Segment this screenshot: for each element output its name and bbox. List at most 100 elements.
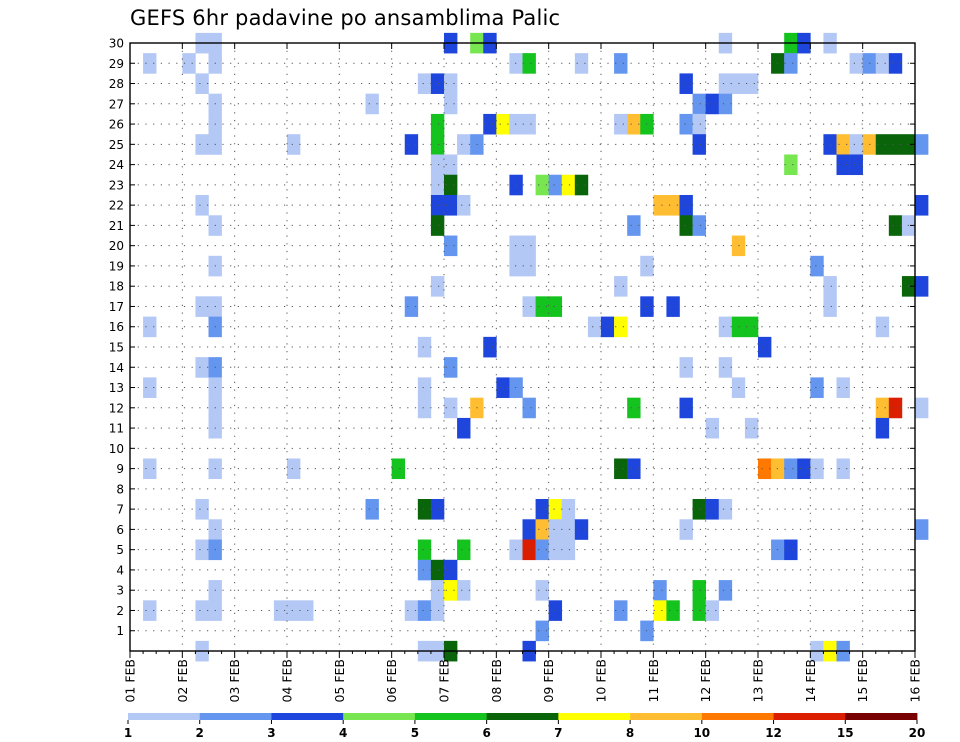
heatmap-cell: [666, 195, 680, 216]
heatmap-cell: [744, 73, 759, 94]
heatmap-cell: [875, 53, 890, 74]
heatmap-cell: [744, 316, 759, 338]
heatmap-cell: [417, 73, 432, 94]
heatmap-cell: [417, 499, 432, 520]
legend-label: 4: [339, 726, 347, 740]
y-tick-label: 12: [109, 401, 124, 415]
heatmap-cell: [143, 316, 157, 338]
heatmap-cell: [797, 458, 811, 480]
legend-label: 7: [554, 726, 562, 740]
heatmap-cell: [574, 174, 589, 196]
heatmap-cell: [679, 357, 693, 378]
heatmap-cell: [679, 397, 693, 419]
heatmap-cell: [430, 499, 445, 520]
heatmap-cell: [823, 134, 837, 155]
heatmap-cell: [143, 458, 157, 480]
y-tick-label: 15: [109, 341, 124, 355]
x-axis: 01 FEB 02 FEB 03 FEB 04 FEB 05 FEB 06 FEB 07 F…: [123, 43, 923, 703]
legend-swatch: [630, 713, 703, 720]
heatmap-cell: [627, 397, 641, 419]
heatmap-cell: [522, 235, 536, 257]
y-tick-label: 24: [109, 158, 124, 172]
x-tick-label: 10 FEB: [594, 659, 609, 703]
heatmap-cell: [614, 600, 628, 621]
legend-swatch: [343, 713, 416, 720]
x-tick-label: 05 FEB: [332, 659, 347, 703]
heatmap-cell: [561, 499, 576, 520]
x-tick-label: 08 FEB: [489, 659, 504, 703]
heatmap-cell: [417, 559, 432, 581]
legend-swatch: [128, 713, 201, 720]
heatmap-cell: [496, 113, 510, 135]
heatmap-cell: [705, 499, 720, 520]
legend-label: 8: [626, 726, 634, 740]
heatmap-cell: [300, 600, 314, 621]
heatmap-cell: [457, 539, 471, 561]
heatmap-cell: [614, 53, 628, 74]
heatmap-cell: [496, 377, 510, 398]
x-tick-label: 06 FEB: [384, 659, 399, 703]
heatmap-cell: [888, 397, 903, 419]
legend-label: 1: [124, 726, 132, 740]
heatmap-cell: [404, 134, 419, 155]
heatmap-cell: [391, 458, 406, 480]
heatmap-cell: [417, 336, 432, 358]
y-tick-label: 19: [109, 259, 124, 273]
heatmap-cell: [614, 316, 628, 338]
heatmap-cell: [535, 539, 549, 561]
heatmap-cell: [483, 336, 497, 358]
heatmap-cell: [483, 113, 497, 135]
heatmap-cell: [522, 519, 536, 540]
heatmap-cell: [627, 215, 641, 236]
y-tick-label: 16: [109, 320, 124, 334]
heatmap-cell: [430, 134, 445, 155]
heatmap-cell: [195, 600, 209, 621]
heatmap-cell: [784, 154, 798, 176]
heatmap-cell: [195, 499, 209, 520]
heatmap-cell: [417, 600, 432, 621]
legend-swatch: [271, 713, 344, 720]
heatmap-cell: [444, 580, 458, 601]
heatmap-cell: [574, 519, 589, 540]
heatmap-cell: [548, 174, 563, 196]
y-tick-label: 17: [109, 300, 124, 314]
y-tick-label: 27: [109, 97, 124, 111]
heatmap-cell: [273, 600, 288, 621]
heatmap-cells: [143, 32, 929, 662]
x-tick-label: 12 FEB: [698, 659, 713, 703]
heatmap-cell: [679, 113, 693, 135]
x-tick-label: 13 FEB: [751, 659, 766, 703]
color-legend: 1 2 3 4 5 6 7 8 10 12 15 20: [124, 713, 925, 740]
heatmap-cell: [522, 296, 536, 317]
heatmap-cell: [758, 458, 772, 480]
y-tick-label: 23: [109, 178, 124, 192]
heatmap-cell: [692, 580, 706, 601]
heatmap-cell: [522, 397, 536, 419]
y-tick-label: 2: [116, 604, 124, 618]
y-tick-label: 10: [109, 442, 124, 456]
heatmap-cell: [587, 316, 602, 338]
y-tick-label: 13: [109, 381, 124, 395]
heatmap-cell: [535, 580, 549, 601]
heatmap-cell: [758, 336, 772, 358]
heatmap-cell: [653, 580, 667, 601]
heatmap-cell: [535, 620, 549, 642]
heatmap-cell: [784, 539, 798, 561]
heatmap-cell: [614, 276, 628, 297]
heatmap-cell: [548, 600, 563, 621]
heatmap-cell: [836, 458, 850, 480]
y-tick-label: 8: [116, 482, 124, 496]
heatmap-cell: [705, 93, 720, 115]
heatmap-cell: [718, 316, 733, 338]
legend-label: 2: [196, 726, 204, 740]
y-tick-label: 28: [109, 77, 124, 91]
heatmap-cell: [535, 519, 549, 540]
heatmap-cell: [692, 215, 706, 236]
y-tick-label: 4: [116, 563, 124, 577]
y-axis: 1234567891011121314151617181920212223242…: [109, 37, 915, 638]
heatmap-cell: [143, 53, 157, 74]
heatmap-cell: [404, 600, 419, 621]
y-tick-label: 6: [116, 523, 124, 537]
legend-label: 5: [411, 726, 419, 740]
y-tick-label: 26: [109, 118, 124, 132]
